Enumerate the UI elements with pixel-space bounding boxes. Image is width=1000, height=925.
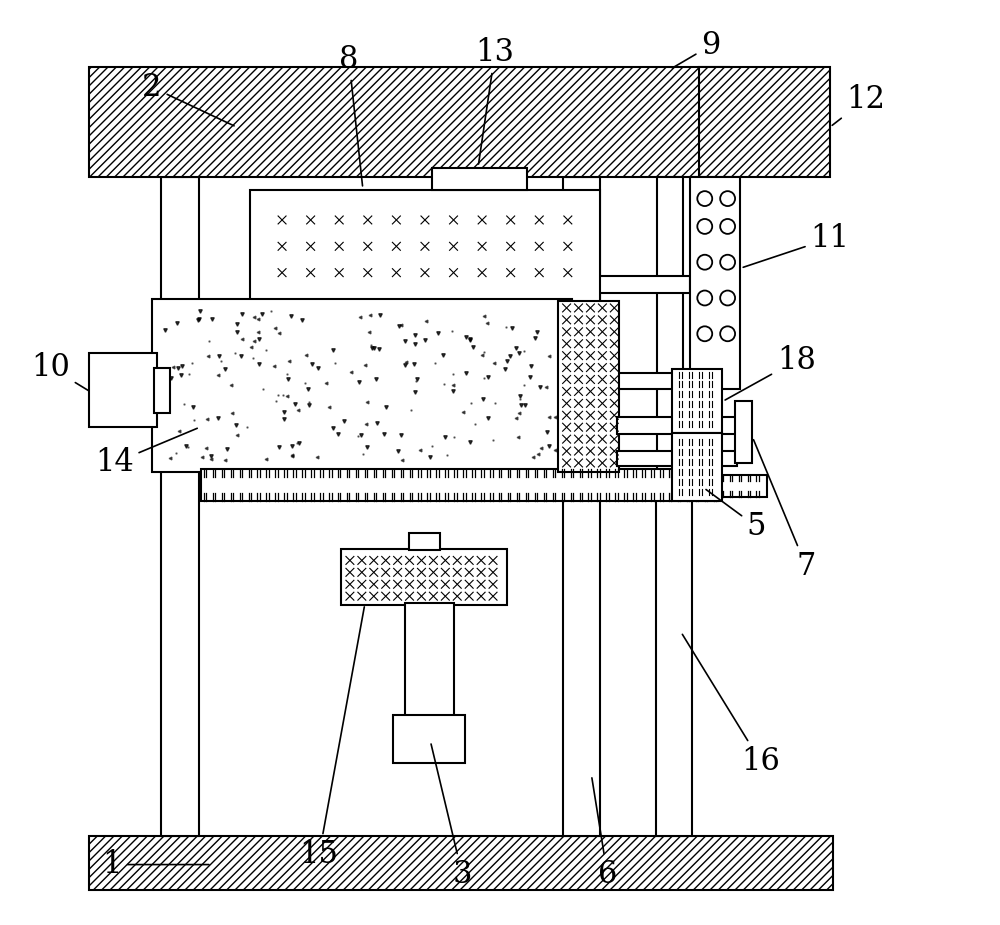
Bar	[617, 417, 737, 434]
Text: 9: 9	[672, 30, 720, 68]
Bar	[657, 177, 683, 475]
Text: 5: 5	[706, 489, 766, 542]
Bar	[393, 715, 465, 763]
Text: 8: 8	[339, 43, 363, 186]
Bar	[563, 177, 600, 836]
Text: 18: 18	[725, 345, 816, 400]
Bar	[89, 352, 157, 427]
Bar	[672, 368, 722, 433]
Text: 2: 2	[142, 72, 234, 126]
Bar	[250, 190, 600, 303]
Bar	[341, 549, 507, 605]
Text: 3: 3	[431, 744, 472, 890]
Text: 15: 15	[300, 607, 364, 870]
Text: 12: 12	[832, 83, 885, 125]
Bar	[201, 469, 718, 500]
Text: 14: 14	[95, 428, 197, 478]
Bar	[89, 836, 833, 891]
Text: 7: 7	[754, 439, 816, 582]
Bar	[89, 68, 729, 177]
Bar	[735, 401, 752, 463]
Text: 6: 6	[592, 778, 617, 890]
Bar	[656, 475, 692, 836]
Bar	[558, 301, 619, 472]
Text: 16: 16	[682, 635, 780, 777]
Bar	[154, 367, 170, 413]
Bar	[409, 533, 440, 550]
Bar	[718, 475, 767, 497]
Bar	[699, 68, 830, 177]
Bar	[405, 603, 454, 719]
Bar	[161, 177, 199, 836]
Text: 10: 10	[31, 352, 89, 391]
Text: 1: 1	[103, 849, 209, 880]
Bar	[152, 299, 572, 472]
Bar	[432, 167, 527, 190]
Text: 13: 13	[476, 37, 515, 164]
Bar	[690, 177, 740, 389]
Text: 11: 11	[743, 223, 850, 267]
Bar	[617, 451, 737, 466]
Bar	[672, 433, 722, 500]
Bar	[598, 373, 690, 389]
Bar	[598, 277, 690, 293]
